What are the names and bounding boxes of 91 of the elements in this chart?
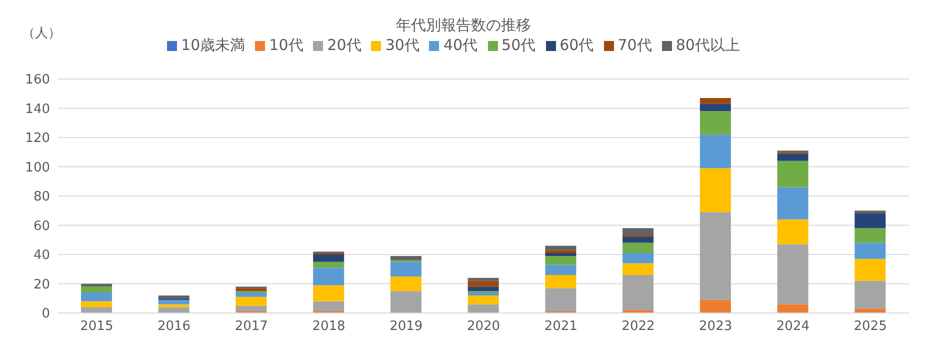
bar	[313, 254, 344, 262]
bar	[777, 187, 808, 220]
bar	[700, 111, 731, 135]
bar	[468, 280, 499, 287]
bar	[777, 219, 808, 244]
bar	[81, 286, 112, 293]
chart-title: 年代別報告数の推移	[396, 16, 531, 34]
bar	[236, 288, 267, 292]
bar	[81, 301, 112, 308]
x-tick-label: 2017	[234, 319, 268, 334]
legend-label: 10歳未満	[181, 36, 246, 54]
bar	[468, 286, 499, 292]
x-tick-label: 2025	[854, 319, 887, 334]
bar	[545, 264, 576, 275]
legend-label: 70代	[618, 36, 652, 54]
bar	[390, 276, 422, 292]
legend-label: 50代	[502, 36, 536, 54]
bar	[854, 280, 886, 309]
bar	[622, 253, 654, 264]
legend-label: 30代	[385, 36, 420, 54]
legend-label: 20代	[327, 36, 362, 54]
bar	[236, 296, 267, 306]
bar	[854, 228, 886, 243]
bar	[854, 258, 886, 281]
bar	[313, 262, 344, 268]
bar	[390, 256, 422, 260]
bar	[700, 212, 731, 300]
bar	[390, 262, 422, 276]
legend-label: 60代	[560, 36, 594, 54]
bar	[468, 278, 499, 281]
bar	[622, 274, 654, 310]
bar	[854, 308, 886, 313]
bar	[236, 306, 267, 312]
bar	[545, 250, 576, 254]
bar	[622, 242, 654, 254]
bar	[777, 304, 808, 313]
x-tick-label: 2021	[544, 319, 578, 334]
x-tick-label: 2016	[158, 319, 191, 334]
y-tick-label: 100	[25, 160, 50, 176]
x-tick-label: 2020	[466, 319, 500, 334]
bar	[700, 168, 731, 212]
bar	[545, 274, 576, 288]
bar	[468, 292, 499, 296]
y-tick-label: 40	[33, 248, 50, 264]
bar	[622, 228, 654, 236]
bar	[622, 263, 654, 275]
x-tick-label: 2022	[622, 319, 655, 334]
y-tick-label: 160	[25, 72, 50, 88]
bar	[777, 154, 808, 161]
bar	[700, 134, 731, 168]
legend-label: 80代以上	[676, 36, 740, 54]
bar	[700, 98, 731, 104]
legend-label: 10代	[269, 36, 304, 54]
bar	[545, 256, 576, 265]
bar	[700, 300, 731, 313]
bar	[313, 268, 344, 286]
bar	[158, 300, 190, 304]
bar	[777, 160, 808, 188]
bar	[545, 253, 576, 256]
bar	[390, 291, 422, 313]
y-tick-label: 20	[33, 277, 50, 292]
x-tick-label: 2018	[312, 319, 346, 334]
bar	[854, 210, 886, 214]
bar	[545, 246, 576, 250]
bar	[777, 244, 808, 304]
y-tick-label: 80	[33, 190, 50, 205]
x-tick-label: 2023	[699, 319, 732, 334]
x-tick-label: 2015	[80, 319, 114, 334]
bar	[854, 214, 886, 228]
bar	[545, 288, 576, 312]
bar	[622, 236, 654, 243]
y-tick-label: 60	[33, 218, 50, 234]
bar	[236, 292, 267, 297]
y-axis-title: （人）	[22, 25, 61, 42]
bar	[158, 295, 190, 298]
y-tick-label: 0	[42, 306, 50, 322]
bar	[158, 307, 190, 313]
x-tick-label: 2019	[390, 319, 423, 334]
bar	[81, 292, 112, 302]
bar	[158, 304, 190, 308]
y-tick-label: 120	[25, 131, 50, 146]
legend-label: 40代	[443, 36, 478, 54]
bar	[468, 295, 499, 304]
x-tick-label: 2024	[776, 319, 810, 334]
y-tick-label: 140	[25, 102, 50, 117]
bar	[81, 307, 112, 313]
bar	[700, 104, 731, 112]
bar	[854, 242, 886, 259]
bar	[313, 301, 344, 312]
bar	[468, 304, 499, 313]
bar	[313, 285, 344, 302]
